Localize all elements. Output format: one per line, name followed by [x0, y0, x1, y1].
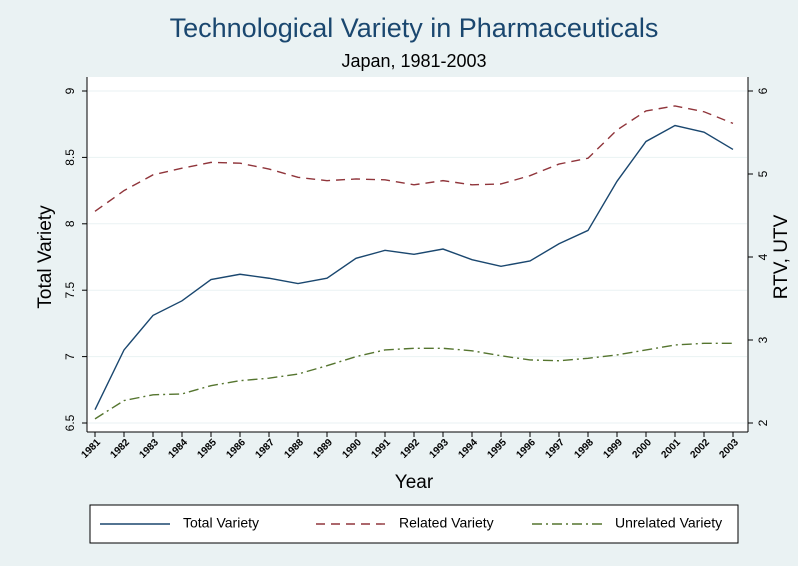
x-tick-label: 1982	[108, 437, 132, 461]
x-tick-label: 1995	[485, 437, 509, 461]
y-tick-label: 7	[63, 353, 77, 360]
x-tick-label: 1988	[282, 437, 306, 461]
x-tick-label: 1986	[224, 437, 248, 461]
series-line	[94, 105, 734, 212]
y-axis-label: Total Variety	[35, 205, 56, 309]
x-tick-label: 1996	[514, 437, 538, 461]
plot-area	[87, 77, 748, 432]
x-tick-label: 2000	[630, 437, 654, 461]
x-tick-label: 2001	[659, 437, 683, 461]
x-tick-label: 1983	[137, 437, 161, 461]
series-line	[94, 342, 733, 420]
x-tick-label: 1994	[456, 437, 480, 461]
x-tick-label: 1991	[369, 437, 393, 461]
y-tick-label: 8.5	[63, 149, 77, 166]
x-tick-label: 1989	[311, 437, 335, 461]
y2-tick-label: 5	[756, 170, 770, 177]
x-tick-label: 1997	[543, 437, 567, 461]
x-tick-label: 1985	[195, 437, 219, 461]
y2-tick-label: 6	[756, 87, 770, 94]
y-tick-label: 8	[63, 220, 77, 227]
chart-subtitle: Japan, 1981-2003	[341, 51, 486, 71]
x-tick-label: 2002	[688, 437, 712, 461]
x-axis-label: Year	[395, 472, 434, 493]
x-tick-label: 1981	[79, 437, 103, 461]
legend-label: Unrelated Variety	[615, 515, 722, 531]
y2-tick-label: 2	[756, 419, 770, 426]
x-tick-label: 1987	[253, 437, 277, 461]
y2-tick-label: 4	[756, 253, 770, 260]
x-tick-label: 1993	[427, 437, 451, 461]
chart-title: Technological Variety in Pharmaceuticals	[170, 13, 659, 43]
x-tick-label: 1990	[340, 437, 364, 461]
series-line	[94, 124, 734, 411]
legend-label: Total Variety	[183, 515, 259, 531]
x-tick-label: 2003	[717, 437, 741, 461]
y2-tick-label: 3	[756, 336, 770, 343]
x-tick-label: 1992	[398, 437, 422, 461]
x-tick-label: 1999	[601, 437, 625, 461]
legend	[89, 504, 739, 544]
legend-label: Related Variety	[399, 515, 494, 531]
y2-axis-label: RTV, UTV	[771, 214, 792, 299]
y-tick-label: 6.5	[63, 414, 77, 431]
y-tick-label: 7.5	[63, 282, 77, 299]
y-tick-label: 9	[63, 87, 77, 94]
x-tick-label: 1984	[166, 437, 190, 461]
x-tick-label: 1998	[572, 437, 596, 461]
